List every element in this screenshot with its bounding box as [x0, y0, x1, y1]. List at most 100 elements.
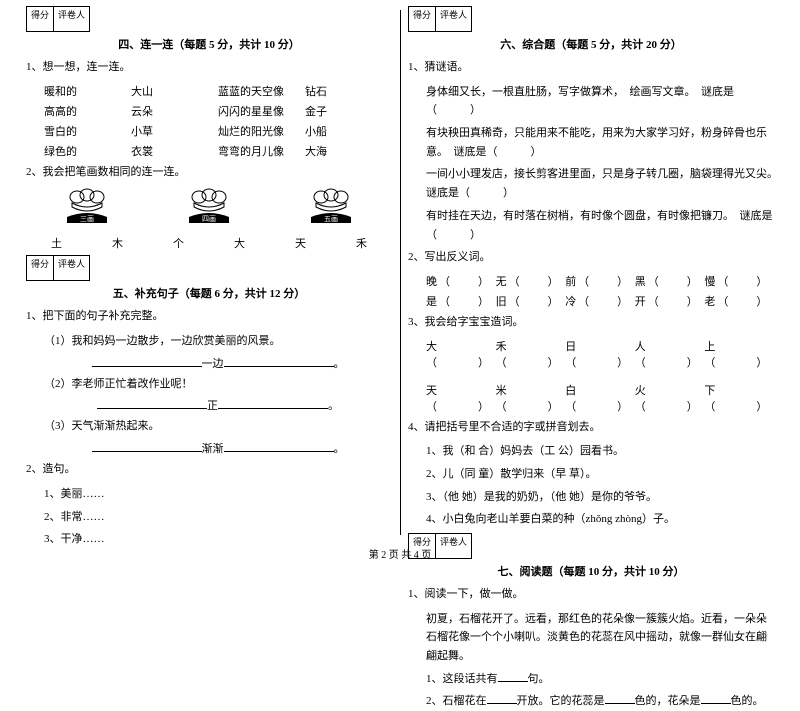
make-item: 2、非常……: [44, 508, 392, 527]
cell: 雪白的: [44, 123, 131, 139]
s7-sub1: 1、这段话共有 句。: [426, 670, 774, 689]
cell: 闪闪的星星像: [218, 103, 305, 119]
page-footer: 第 2 页 共 4 页: [0, 546, 800, 561]
text: 开放。它的花蕊是: [517, 695, 605, 707]
riddle: 有块秧田真稀奇，只能用来不能吃，用来为大家学习好，粉身碎骨也乐意。 谜底是（ ）: [426, 124, 774, 161]
grader-label: 评卷人: [54, 255, 90, 281]
text: 色的，花朵是: [635, 695, 701, 707]
score-label: 得分: [26, 6, 54, 32]
char: 土: [51, 235, 62, 251]
riddles: 身体细又长，一根直肚肠，写字做算术， 绘画写文章。 谜底是（ ） 有块秧田真稀奇…: [408, 83, 774, 245]
section6-title: 六、综合题（每题 5 分，共计 20 分）: [408, 36, 774, 52]
pinyin-item: 1、我（和 合）妈妈去（工 公）园看书。: [426, 442, 774, 461]
pinyin-list: 1、我（和 合）妈妈去（工 公）园看书。 2、儿（同 童）散学归来（早 草）。 …: [408, 442, 774, 529]
score-box-4: 得分 评卷人: [26, 6, 392, 32]
fill-word: 一边: [202, 358, 224, 370]
cell: 大山: [131, 83, 218, 99]
cell: 小船: [305, 123, 392, 139]
s7-q1: 1、阅读一下，做一做。: [408, 585, 774, 604]
ant: 无（ ）: [496, 273, 566, 289]
word: 火（ ）: [635, 382, 705, 414]
column-divider: [400, 10, 401, 535]
svg-text:三画: 三画: [80, 215, 94, 223]
cell: 蓝蓝的天空像: [218, 83, 305, 99]
word: 天（ ）: [426, 382, 496, 414]
char: 天: [295, 235, 306, 251]
text: 句。: [528, 673, 550, 685]
svg-text:四画: 四画: [202, 215, 216, 223]
cell: 金子: [305, 103, 392, 119]
s6-q2: 2、写出反义词。: [408, 248, 774, 267]
section7-title: 七、阅读题（每题 10 分，共计 10 分）: [408, 563, 774, 579]
fill-line: 渐渐。: [44, 440, 392, 456]
char-row: 土 木 个 大 天 禾: [26, 235, 392, 251]
s6-q1: 1、猜谜语。: [408, 58, 774, 77]
cell: 衣裳: [131, 143, 218, 159]
word: 白（ ）: [565, 382, 635, 414]
word: 禾（ ）: [496, 338, 566, 370]
s5-items: （1）我和妈妈一边散步，一边欣赏美丽的风景。 一边。 （2）李老师正忙着改作业呢…: [26, 332, 392, 456]
pinyin-item: 2、儿（同 童）散学归来（早 草）。: [426, 465, 774, 484]
fill-line: 正。: [44, 397, 392, 413]
riddle-text: 身体细又长，一根直肚肠，写字做算术， 绘画写文章。: [426, 86, 690, 98]
passage: 初夏，石榴花开了。远看，那红色的花朵像一簇簇火焰。近看，一朵朵石榴花像一个个小喇…: [408, 610, 774, 666]
svg-text:五画: 五画: [324, 215, 338, 223]
char: 禾: [356, 235, 367, 251]
cell: 灿烂的阳光像: [218, 123, 305, 139]
grader-label: 评卷人: [54, 6, 90, 32]
score-label: 得分: [408, 6, 436, 32]
word: 日（ ）: [565, 338, 635, 370]
cell: 云朵: [131, 103, 218, 119]
s5-q1: 1、把下面的句子补充完整。: [26, 307, 392, 326]
pinyin-item: 3、（他 她）是我的奶奶，（他 她）是你的爷爷。: [426, 488, 774, 507]
s4-q2: 2、我会把笔画数相同的连一连。: [26, 163, 392, 182]
ant: 老（ ）: [704, 293, 774, 309]
score-box-6: 得分 评卷人: [408, 6, 774, 32]
fill-line: 一边。: [44, 355, 392, 371]
cell: 大海: [305, 143, 392, 159]
cell: 弯弯的月儿像: [218, 143, 305, 159]
riddle-answer: 谜底是（ ）: [454, 146, 542, 158]
antonyms: 晚（ ）无（ ）前（ ）黑（ ）慢（ ） 是（ ）旧（ ）冷（ ）开（ ）老（ …: [408, 273, 774, 309]
riddle: 一间小小理发店，接长剪客进里面，只是身子转几圈，脑袋理得光又尖。 谜底是（ ）: [426, 165, 774, 202]
riddle-text: 一间小小理发店，接长剪客进里面，只是身子转几圈，脑袋理得光又尖。: [426, 168, 773, 180]
word: 大（ ）: [426, 338, 496, 370]
riddle-answer: 谜底是（ ）: [426, 187, 514, 199]
word: 下（ ）: [704, 382, 774, 414]
grader-label: 评卷人: [436, 6, 472, 32]
s6-q4: 4、请把括号里不合适的字或拼音划去。: [408, 418, 774, 437]
right-column: 得分 评卷人 六、综合题（每题 5 分，共计 20 分） 1、猜谜语。 身体细又…: [400, 6, 782, 545]
cell: 暖和的: [44, 83, 131, 99]
ant: 黑（ ）: [635, 273, 705, 289]
ant: 慢（ ）: [704, 273, 774, 289]
s4-match-grid: 暖和的大山蓝蓝的天空像钻石 高高的云朵闪闪的星星像金子 雪白的小草灿烂的阳光像小…: [26, 83, 392, 159]
word: 米（ ）: [496, 382, 566, 414]
ant: 是（ ）: [426, 293, 496, 309]
riddle: 身体细又长，一根直肚肠，写字做算术， 绘画写文章。 谜底是（ ）: [426, 83, 774, 120]
ant: 旧（ ）: [496, 293, 566, 309]
s4-q1: 1、想一想，连一连。: [26, 58, 392, 77]
flower-row: 三画 四画 五画: [26, 187, 392, 225]
char: 大: [234, 235, 245, 251]
riddle-text: 有时挂在天边，有时落在树梢，有时像个圆盘，有时像把镰刀。: [426, 210, 729, 222]
fill-word: 渐渐: [202, 443, 224, 455]
s6-q3: 3、我会给字宝宝造词。: [408, 313, 774, 332]
s5-item: （2）李老师正忙着改作业呢！: [44, 375, 392, 394]
make-item: 1、美丽……: [44, 485, 392, 504]
cell: 小草: [131, 123, 218, 139]
cell: 高高的: [44, 103, 131, 119]
flower-icon: 四画: [184, 187, 234, 225]
cell: 钻石: [305, 83, 392, 99]
text: 1、这段话共有: [426, 673, 498, 685]
s5-item: （1）我和妈妈一边散步，一边欣赏美丽的风景。: [44, 332, 392, 351]
s5-q2: 2、造句。: [26, 460, 392, 479]
flower-icon: 三画: [62, 187, 112, 225]
score-label: 得分: [26, 255, 54, 281]
left-column: 得分 评卷人 四、连一连（每题 5 分，共计 10 分） 1、想一想，连一连。 …: [18, 6, 400, 545]
fill-word: 正: [207, 400, 218, 412]
ant: 开（ ）: [635, 293, 705, 309]
s7-sub2: 2、石榴花在开放。它的花蕊是色的，花朵是色的。: [426, 692, 774, 711]
section4-title: 四、连一连（每题 5 分，共计 10 分）: [26, 36, 392, 52]
ant: 晚（ ）: [426, 273, 496, 289]
words: 大（ ）禾（ ）日（ ）人（ ）上（ ） 天（ ）米（ ）白（ ）火（ ）下（ …: [408, 338, 774, 414]
